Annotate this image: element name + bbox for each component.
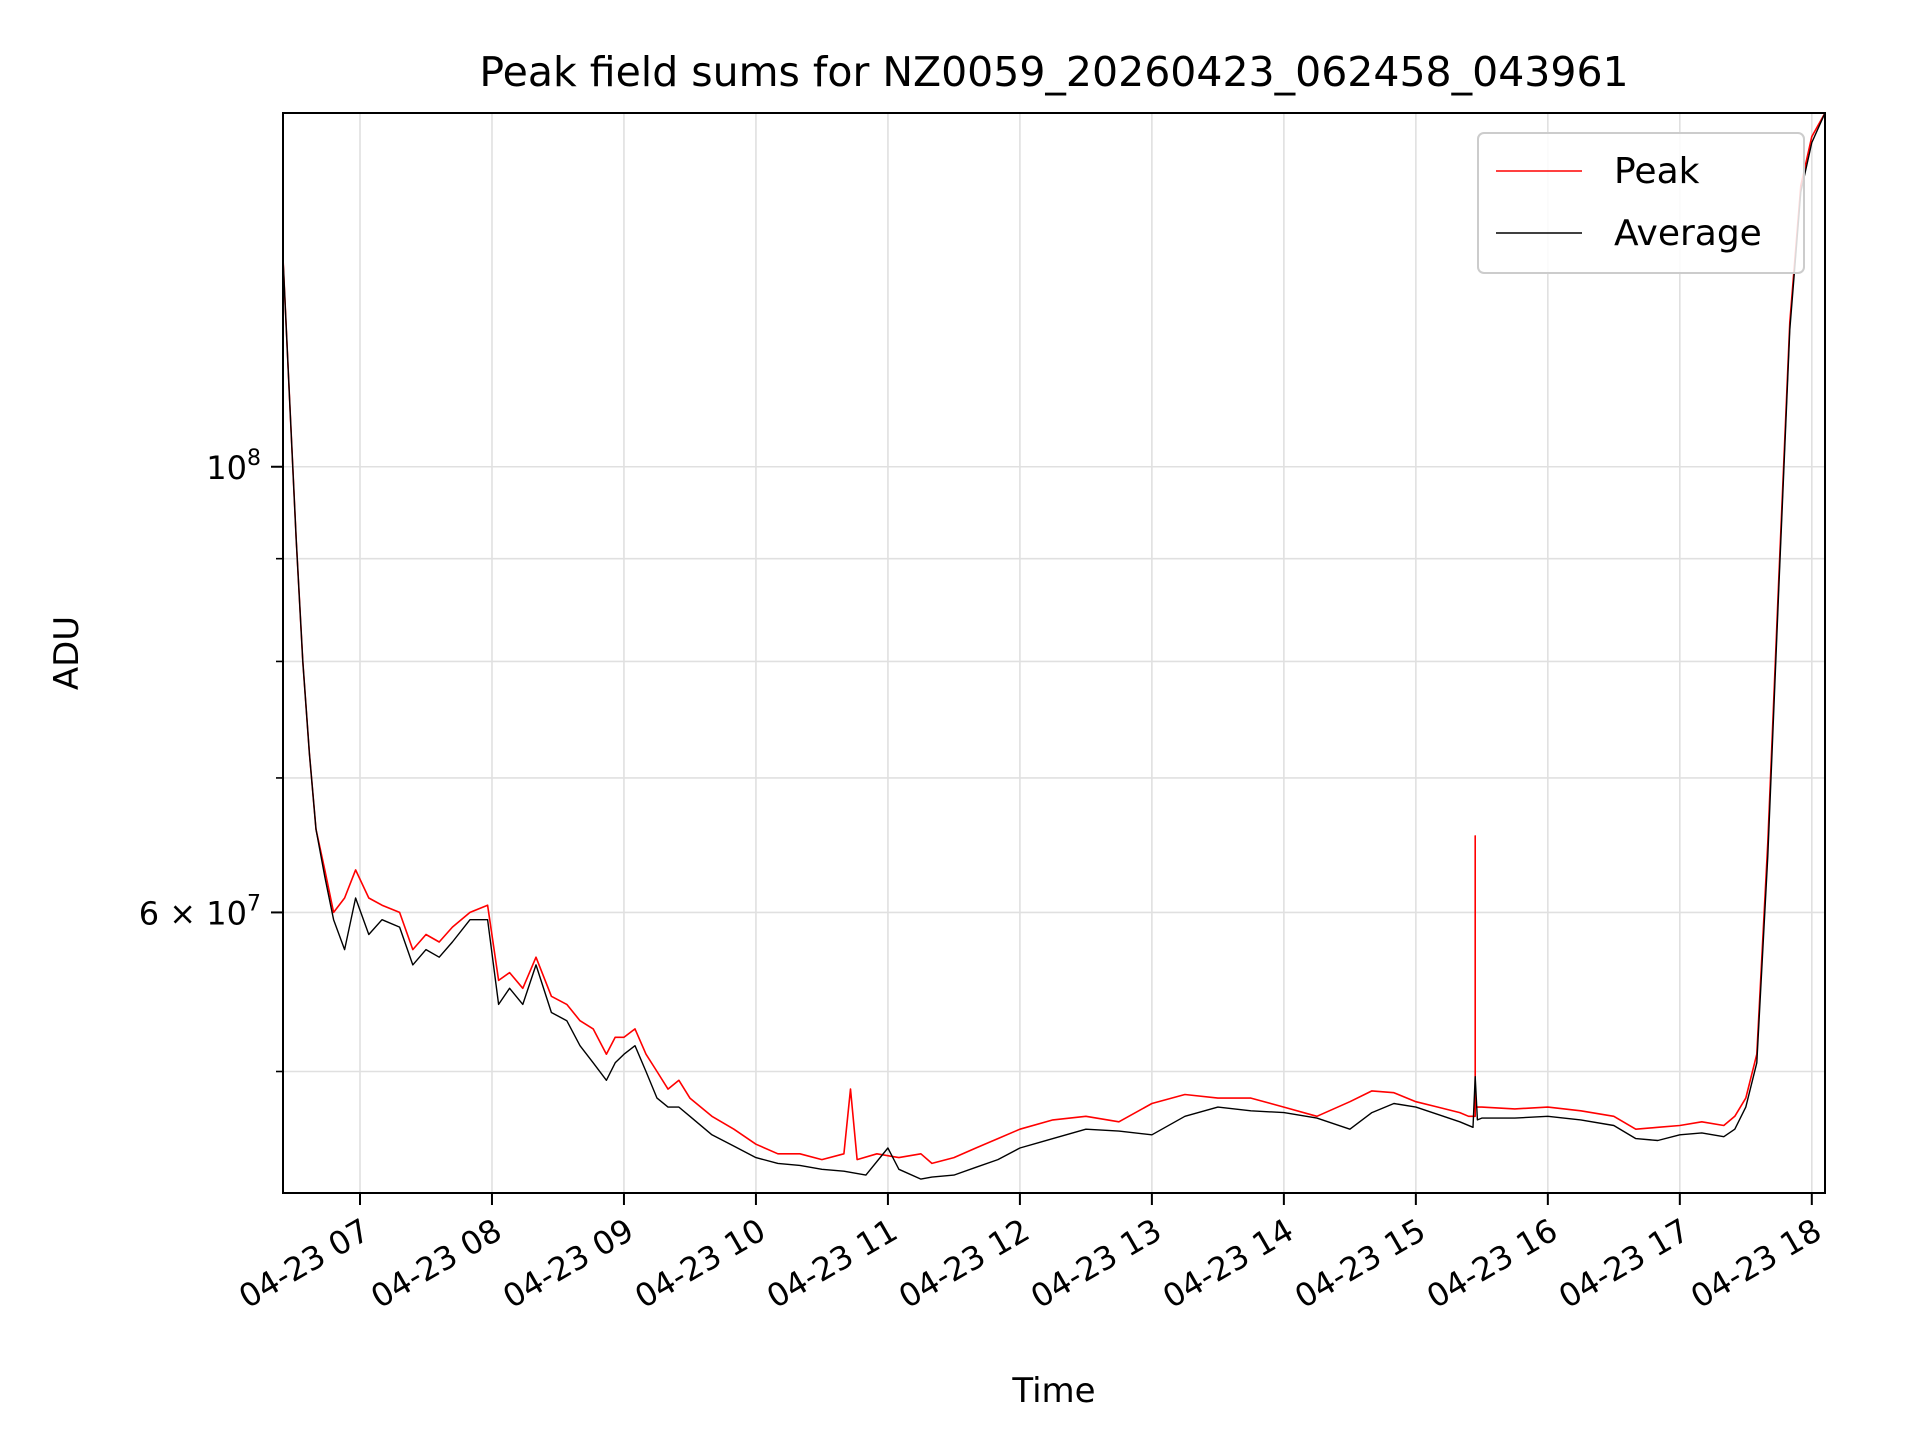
series-line-peak — [283, 113, 1825, 1165]
legend-label-peak: Peak — [1614, 151, 1700, 192]
y-axis: 108 6 × 107 — [139, 446, 283, 1073]
y-axis-title: ADU — [47, 616, 87, 690]
chart-title: Peak field sums for NZ0059_20260423_0624… — [479, 48, 1628, 96]
grid — [283, 113, 1825, 1193]
x-axis-title: Time — [1011, 1371, 1095, 1411]
legend: Peak Average — [1477, 132, 1805, 274]
legend-label-average: Average — [1614, 213, 1762, 254]
y-tick-label: 6 × 107 — [139, 891, 261, 932]
legend-box — [1477, 132, 1805, 274]
plot-frame — [282, 112, 1826, 1194]
series-line-average — [283, 113, 1825, 1180]
plot-background — [283, 113, 1825, 1193]
y-tick-label: 108 — [206, 446, 261, 487]
series-layer — [283, 113, 1825, 1180]
